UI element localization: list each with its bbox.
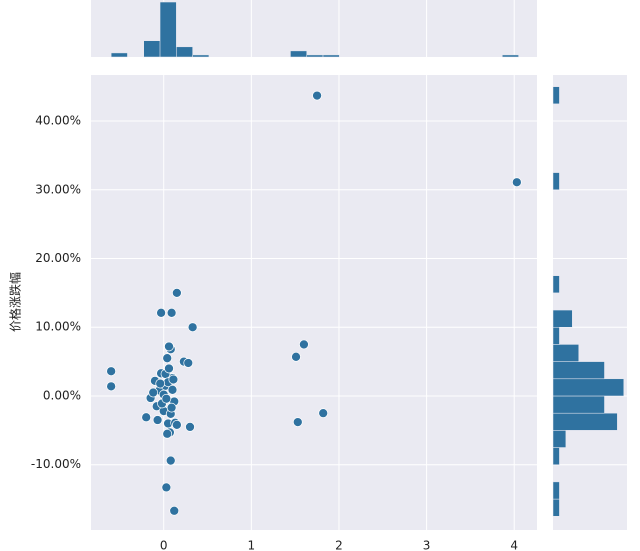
scatter-point — [312, 90, 322, 101]
scatter-point — [162, 428, 173, 439]
x-tick-label: 1 — [248, 539, 256, 551]
scatter-point — [183, 358, 194, 368]
scatter-point — [291, 351, 301, 362]
y-tick-label: 20.00% — [35, 251, 81, 265]
scatter-point — [106, 366, 117, 377]
scatter-point — [165, 455, 176, 466]
histogram-bar — [192, 54, 210, 58]
x-tick-label: 0 — [160, 539, 168, 551]
histogram-bar — [176, 46, 193, 58]
scatter-point — [148, 387, 159, 398]
scatter-point — [166, 402, 177, 413]
y-axis-label: 价格涨跌幅 — [8, 272, 23, 332]
histogram-bar — [552, 498, 560, 517]
histogram-bar — [552, 86, 560, 105]
histogram-bar — [552, 361, 605, 380]
histogram-bar — [552, 309, 573, 328]
histogram-bar — [159, 1, 177, 58]
scatter-point — [152, 415, 163, 425]
y-tick-label: 0.00% — [43, 388, 81, 402]
scatter-point — [185, 422, 195, 432]
y-tick-label: 40.00% — [35, 114, 81, 128]
scatter-point — [172, 419, 182, 430]
scatter-point — [106, 381, 117, 392]
scatter-point — [141, 412, 152, 423]
x-tick-label: 4 — [510, 539, 518, 551]
scatter-point — [168, 374, 179, 385]
histogram-bar — [552, 447, 560, 465]
scatter-point — [161, 482, 172, 493]
histogram-bar — [502, 54, 519, 58]
scatter-point — [292, 417, 303, 427]
histogram-bar — [552, 344, 579, 362]
histogram-bar — [110, 52, 128, 58]
histogram-bar — [552, 172, 560, 191]
scatter-point — [156, 307, 166, 318]
scatter-point — [164, 341, 174, 352]
histogram-bar — [552, 275, 560, 294]
scatter-point — [161, 393, 172, 404]
scatter-point — [318, 408, 329, 419]
scatter-point — [166, 307, 177, 318]
y-tick-label: 30.00% — [35, 182, 81, 196]
histogram-bar — [552, 412, 618, 431]
histogram-bar — [552, 395, 605, 414]
histogram-bar — [552, 430, 567, 448]
histogram-bar — [552, 481, 560, 500]
scatter-point — [187, 322, 198, 333]
histogram-bar — [552, 326, 560, 345]
y-tick-label: -10.00% — [31, 457, 81, 471]
x-tick-label: 2 — [335, 539, 343, 551]
plot-background — [553, 75, 627, 530]
plot-background — [91, 75, 537, 530]
histogram-bar — [143, 40, 161, 58]
scatter-point — [162, 353, 173, 364]
scatter-point — [511, 177, 522, 188]
scatter-point — [172, 288, 182, 298]
scatter-point — [164, 363, 174, 374]
histogram-bar — [306, 54, 324, 58]
histogram-bar — [322, 54, 340, 58]
y-tick-label: 10.00% — [35, 320, 81, 334]
x-tick-label: 3 — [423, 539, 431, 551]
scatter-point — [155, 378, 166, 389]
histogram-bar — [290, 50, 307, 58]
histogram-bar — [552, 378, 625, 397]
scatter-point — [299, 339, 309, 350]
scatter-point — [167, 384, 178, 395]
scatter-point — [169, 505, 180, 516]
